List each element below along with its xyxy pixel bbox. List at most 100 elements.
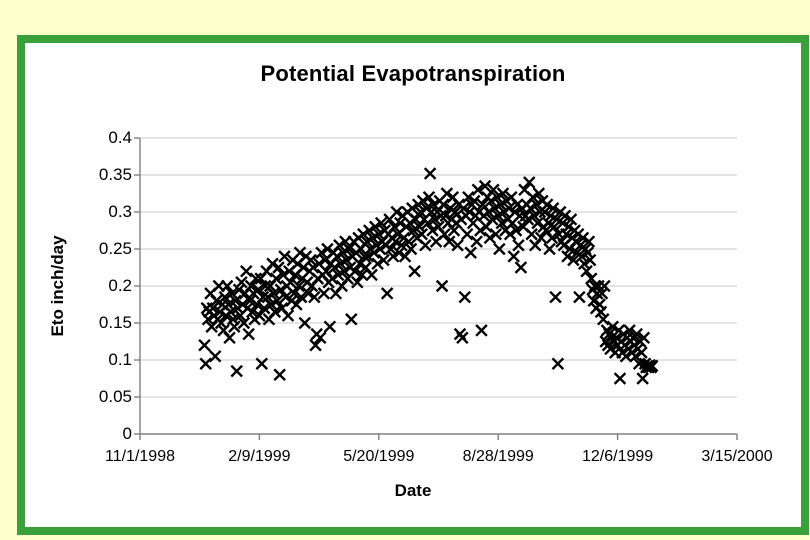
data-point-marker [235,276,248,289]
data-point-marker [581,246,594,259]
data-point-marker [308,290,321,304]
data-point-marker [268,305,282,319]
data-point-marker [402,235,415,248]
data-point-marker [545,231,559,245]
data-point-marker [577,257,591,271]
data-point-marker [237,316,251,330]
data-point-marker [362,224,376,237]
data-point-marker [365,268,378,282]
data-point-marker [468,194,481,208]
data-point-marker [249,272,263,285]
data-point-marker [422,190,436,204]
data-point-marker [293,246,307,259]
data-point-marker [368,220,382,234]
data-point-marker [595,287,609,300]
data-point-marker [488,202,501,215]
y-tick-label: 0 [122,424,132,443]
data-point-marker [298,316,312,330]
x-tick-label: 3/15/2000 [701,448,773,465]
data-point-marker [471,183,485,197]
data-point-marker [373,242,387,256]
data-point-marker [345,313,358,326]
data-point-marker [257,301,271,315]
data-point-marker [435,279,449,293]
data-point-marker [351,276,364,289]
data-point-marker [225,287,239,300]
data-point-marker [337,264,351,278]
data-point-marker [408,264,421,278]
data-point-marker [214,316,228,330]
data-point-marker [550,213,563,226]
data-point-marker [273,368,286,382]
data-point-marker [220,279,234,293]
data-point-marker [218,290,232,304]
data-point-marker [598,279,611,293]
data-point-marker [274,283,288,296]
data-point-marker [645,359,659,373]
data-point-marker [447,224,461,237]
data-point-marker [583,253,597,267]
data-point-marker [292,279,306,293]
data-point-marker [243,294,257,308]
data-point-marker [371,257,384,271]
chart-panel [17,35,809,535]
data-point-marker [278,250,291,263]
data-point-marker [265,298,278,311]
y-tick-label: 0.05 [98,387,132,406]
data-point-marker [323,320,337,333]
data-point-marker [415,227,429,241]
data-point-marker [309,338,322,352]
data-point-marker [416,194,430,208]
x-axis-title: Date [394,481,432,500]
data-point-marker [458,290,472,304]
data-point-marker [281,309,295,322]
data-point-marker [413,220,426,234]
data-point-marker [493,242,506,256]
x-tick-label: 11/1/1998 [105,448,175,465]
data-point-marker [540,198,554,211]
data-point-marker [388,220,401,234]
data-point-marker [575,250,589,263]
data-point-marker [224,305,237,319]
data-point-marker [630,327,643,341]
data-point-marker [222,298,235,311]
data-point-marker [414,205,427,219]
data-point-marker [470,235,483,248]
data-point-marker [269,272,283,285]
data-point-marker [525,227,538,241]
data-point-marker [548,220,561,234]
data-point-marker [527,209,541,222]
data-point-marker [564,213,578,226]
x-tick-label: 8/28/1999 [462,448,534,465]
data-point-marker [460,227,474,241]
data-point-marker [279,290,292,304]
data-point-marker [407,224,420,237]
data-point-marker [502,202,516,215]
data-point-marker [560,227,573,241]
data-point-marker [232,283,246,296]
data-point-marker [619,350,633,363]
data-point-marker [230,364,243,378]
data-point-marker [437,198,450,211]
y-tick-label: 0.25 [98,239,132,258]
data-point-marker [302,287,315,300]
data-point-marker [395,239,408,252]
data-point-marker [637,331,651,345]
data-point-marker [357,227,370,241]
data-point-marker [394,216,407,230]
data-point-marker [594,305,608,319]
y-tick-label: 0.2 [108,276,132,295]
data-point-marker [474,224,487,237]
data-point-marker [428,213,442,226]
data-point-marker [514,261,528,274]
data-point-marker [374,216,388,230]
data-point-marker [438,227,451,241]
data-point-marker [389,235,402,248]
data-point-marker [210,294,223,308]
data-point-marker [367,246,381,259]
data-point-marker [251,283,265,296]
data-point-marker [440,187,454,200]
data-point-marker [355,268,369,282]
data-point-marker [495,216,509,230]
data-point-marker [419,239,432,252]
